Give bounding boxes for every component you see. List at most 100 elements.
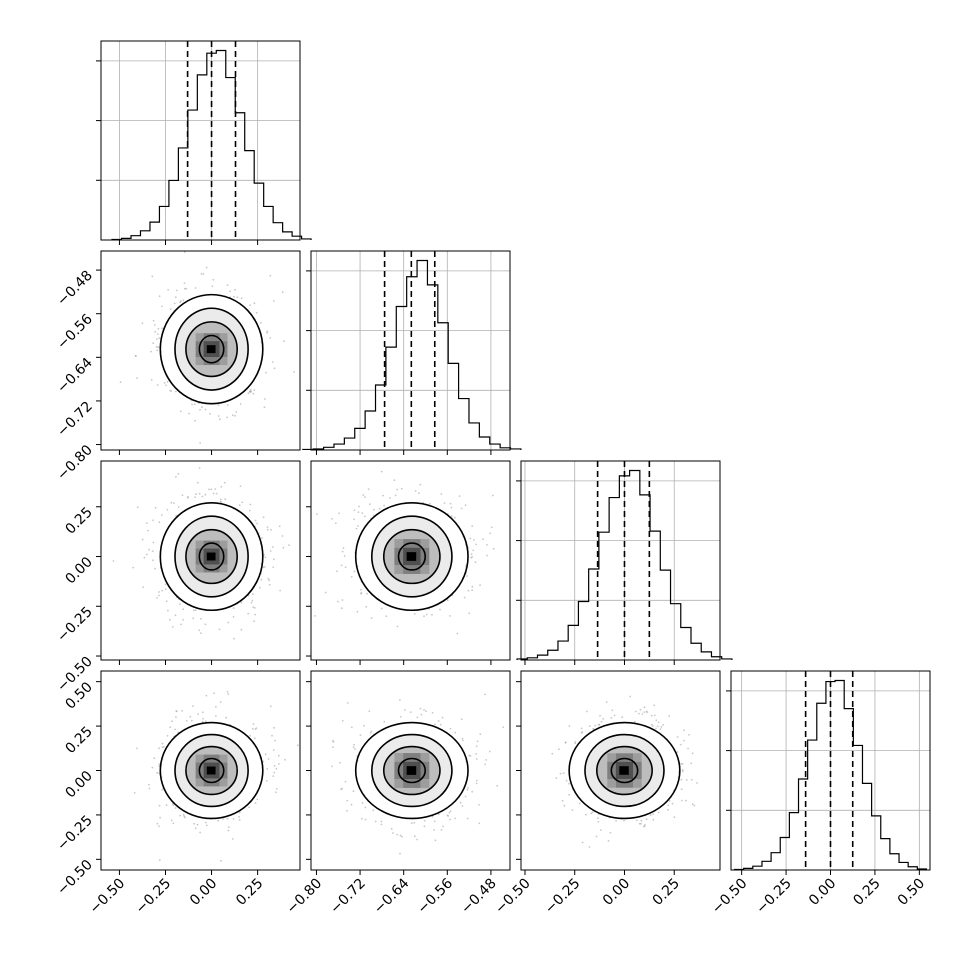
scatter-point xyxy=(383,720,386,723)
scatter-point xyxy=(358,505,360,508)
scatter-point xyxy=(400,487,403,490)
scatter-point xyxy=(399,699,401,701)
scatter-point xyxy=(361,802,364,804)
scatter-point xyxy=(563,804,566,807)
scatter-point xyxy=(145,522,148,524)
scatter-point xyxy=(271,734,273,737)
scatter-point xyxy=(562,772,565,775)
scatter-point xyxy=(197,713,200,715)
scatter-point xyxy=(192,609,195,612)
scatter-point xyxy=(160,514,163,516)
scatter-point xyxy=(429,502,431,505)
scatter-point xyxy=(364,818,367,821)
scatter-point xyxy=(555,777,558,779)
scatter-point xyxy=(231,838,234,840)
scatter-point xyxy=(350,726,353,729)
scatter-point xyxy=(363,724,365,727)
scatter-point xyxy=(475,543,477,546)
scatter-point xyxy=(248,391,251,393)
density-peak xyxy=(406,766,417,775)
scatter-point xyxy=(594,724,597,727)
scatter-point xyxy=(269,705,272,708)
scatter-point xyxy=(281,535,284,537)
scatter-point xyxy=(165,384,167,387)
scatter-point xyxy=(668,715,671,717)
scatter-point xyxy=(175,514,178,517)
scatter-point xyxy=(164,583,167,586)
panel-frame xyxy=(310,250,511,451)
scatter-point xyxy=(288,544,290,546)
y-tick-label: −0.56 xyxy=(54,311,96,353)
scatter-point xyxy=(459,801,462,804)
scatter-point xyxy=(434,723,436,726)
scatter-point xyxy=(568,782,570,785)
scatter-point xyxy=(172,804,175,807)
scatter-point xyxy=(265,371,267,374)
histogram-panel xyxy=(516,460,733,665)
scatter-point xyxy=(254,607,256,609)
scatter-point xyxy=(264,753,267,756)
scatter-point xyxy=(227,693,230,695)
scatter-point xyxy=(273,771,276,774)
scatter-point xyxy=(273,558,275,561)
density-peak xyxy=(206,552,216,561)
scatter-point xyxy=(148,548,151,551)
scatter-point xyxy=(249,388,252,391)
scatter-point xyxy=(147,529,149,532)
scatter-point xyxy=(339,761,341,764)
scatter-point xyxy=(231,414,234,417)
scatter-point xyxy=(196,823,199,826)
scatter-point xyxy=(668,799,671,802)
scatter-point xyxy=(650,714,653,717)
y-tick-label: −0.50 xyxy=(54,857,96,899)
scatter-point xyxy=(580,727,583,730)
scatter-point xyxy=(161,305,163,308)
scatter-point xyxy=(623,819,625,822)
scatter-point xyxy=(174,614,177,617)
density-cell xyxy=(211,333,220,342)
scatter-point xyxy=(374,820,377,823)
scatter-point xyxy=(267,758,270,760)
scatter-point xyxy=(634,710,637,713)
scatter-point xyxy=(691,752,694,755)
scatter-point xyxy=(179,301,182,304)
density-cell xyxy=(411,779,421,788)
density-cell xyxy=(195,357,204,366)
panel-frame xyxy=(100,460,301,661)
scatter-point xyxy=(169,308,172,310)
scatter-point xyxy=(416,716,419,719)
density-cell xyxy=(394,565,404,574)
scatter-point xyxy=(164,588,167,591)
grid xyxy=(731,671,930,870)
scatter-point xyxy=(353,509,356,512)
scatter-point xyxy=(454,731,457,734)
scatter-point xyxy=(133,792,136,794)
scatter-point xyxy=(273,765,276,767)
scatter-point xyxy=(158,825,160,828)
scatter-point xyxy=(233,637,236,640)
scatter-point xyxy=(431,613,433,616)
scatter-point xyxy=(644,824,646,826)
scatter-point xyxy=(602,718,605,720)
scatter-point xyxy=(352,790,355,793)
scatter-point xyxy=(262,760,265,763)
scatter-point xyxy=(202,718,205,720)
scatter-point xyxy=(253,737,256,740)
scatter-point xyxy=(158,295,161,298)
density-cell xyxy=(420,779,430,788)
scatter-point xyxy=(488,750,491,753)
scatter-point xyxy=(471,525,474,527)
scatter-point xyxy=(450,506,453,509)
scatter-point xyxy=(368,710,371,712)
scatter-point xyxy=(198,467,201,469)
scatter-point xyxy=(215,492,218,495)
scatter-point xyxy=(183,251,186,254)
scatter-point xyxy=(433,829,435,831)
scatter-point xyxy=(380,820,383,823)
scatter-point xyxy=(151,275,154,278)
scatter-point xyxy=(223,481,226,484)
scatter-point xyxy=(278,525,281,528)
scatter-point xyxy=(370,617,373,619)
scatter-point xyxy=(152,559,154,562)
scatter-point xyxy=(676,736,679,738)
